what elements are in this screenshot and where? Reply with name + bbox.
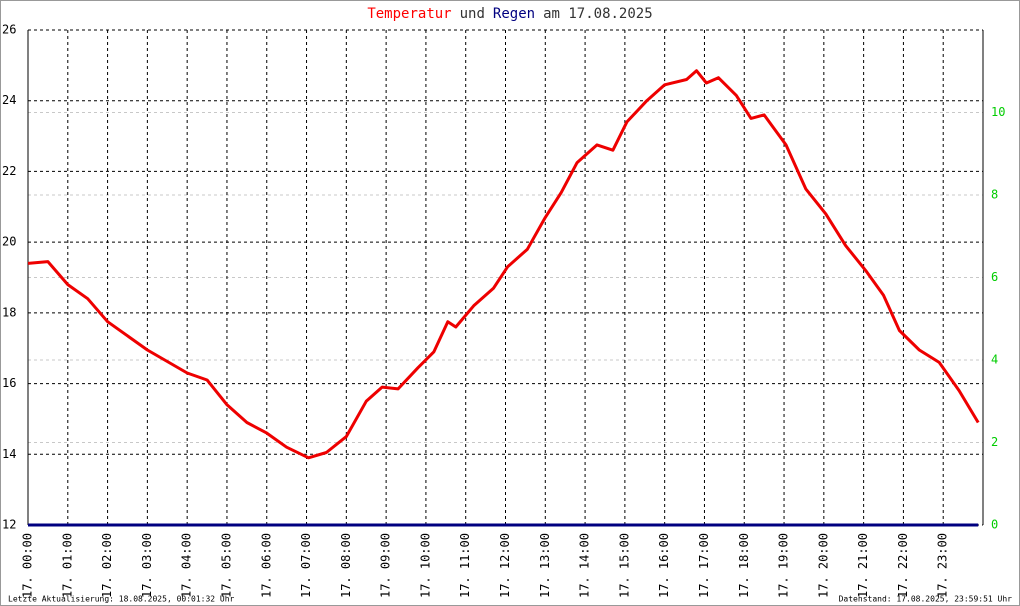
x-tick-label: 17. 20:00 xyxy=(816,533,830,598)
y-tick-label: 26 xyxy=(2,23,16,37)
x-tick-label: 17. 11:00 xyxy=(458,533,472,598)
x-tick-label: 17. 09:00 xyxy=(379,533,393,598)
x-tick-label: 17. 12:00 xyxy=(498,533,512,598)
y-tick-label: 14 xyxy=(2,447,16,461)
x-tick-label: 17. 06:00 xyxy=(259,533,273,598)
title-part: Regen xyxy=(493,6,535,22)
y2-tick-label: 6 xyxy=(991,270,998,284)
x-tick-label: 17. 05:00 xyxy=(219,533,233,598)
x-tick-label: 17. 04:00 xyxy=(180,533,194,598)
x-tick-label: 17. 16:00 xyxy=(657,533,671,598)
x-tick-label: 17. 03:00 xyxy=(140,533,154,598)
x-tick-label: 17. 23:00 xyxy=(936,533,950,598)
x-tick-label: 17. 19:00 xyxy=(777,533,791,598)
x-tick-label: 17. 17:00 xyxy=(697,533,711,598)
y-tick-label: 12 xyxy=(2,518,16,532)
title-part: Temperatur xyxy=(367,6,451,22)
x-tick-label: 17. 10:00 xyxy=(418,533,432,598)
x-tick-label: 17. 01:00 xyxy=(60,533,74,598)
y2-tick-label: 10 xyxy=(991,105,1005,119)
footer-right: Datenstand: 17.08.2025, 23:59:51 Uhr xyxy=(839,595,1013,604)
y-tick-label: 20 xyxy=(2,235,16,249)
footer-left: Letzte Aktualisierung: 18.08.2025, 00:01… xyxy=(8,595,235,604)
x-tick-label: 17. 21:00 xyxy=(856,533,870,598)
series-line xyxy=(27,69,980,460)
x-tick-label: 17. 13:00 xyxy=(538,533,552,598)
y-tick-label: 24 xyxy=(2,93,16,107)
y2-tick-label: 0 xyxy=(991,518,998,532)
title-part: und xyxy=(460,6,485,22)
y2-tick-label: 2 xyxy=(991,435,998,449)
y-tick-label: 18 xyxy=(2,305,16,319)
y-tick-label: 22 xyxy=(2,164,16,178)
title-part: am 17.08.2025 xyxy=(543,6,653,22)
chart-title: Temperatur und Regen am 17.08.2025 xyxy=(367,6,652,22)
x-tick-label: 17. 00:00 xyxy=(21,533,35,598)
x-tick-label: 17. 08:00 xyxy=(339,533,353,598)
y2-tick-label: 8 xyxy=(991,188,998,202)
x-tick-label: 17. 18:00 xyxy=(737,533,751,598)
y2-tick-label: 4 xyxy=(991,353,998,367)
x-tick-label: 17. 22:00 xyxy=(896,533,910,598)
x-tick-label: 17. 14:00 xyxy=(578,533,592,598)
y-tick-label: 16 xyxy=(2,376,16,390)
x-tick-label: 17. 15:00 xyxy=(617,533,631,598)
x-tick-label: 17. 07:00 xyxy=(299,533,313,598)
x-tick-label: 17. 02:00 xyxy=(100,533,114,598)
